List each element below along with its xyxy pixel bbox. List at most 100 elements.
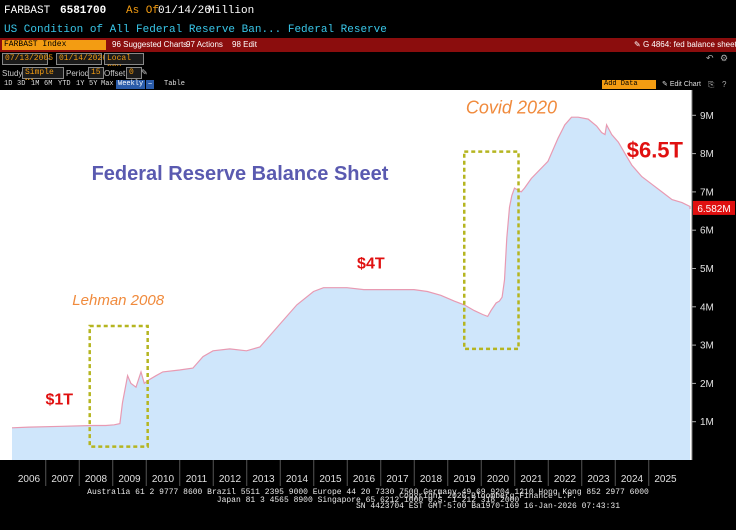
security-description: US Condition of All Federal Reserve Ban.…: [4, 24, 387, 36]
range-dash: -: [48, 54, 51, 63]
as-of-label: As Of: [126, 5, 160, 17]
range-toolbar: 1D 3D 1M 6M YTD 1Y 5Y Max Weekly ~ Table…: [0, 80, 736, 90]
range-1d[interactable]: 1D: [4, 80, 13, 88]
edit-chart-icon: ✎: [662, 81, 670, 88]
chart-title: Federal Reserve Balance Sheet: [92, 163, 389, 185]
x-tick-label: 2020: [487, 474, 510, 485]
pen-icon[interactable]: ✎: [141, 68, 148, 77]
add-data-button[interactable]: Add Data: [602, 80, 656, 89]
chart-label: G 4864: fed balance sheet: [642, 40, 736, 49]
y-tick-label: 6M: [700, 226, 714, 237]
range-1y[interactable]: 1Y: [76, 80, 85, 88]
highlight-box: [88, 324, 149, 448]
chart-type-icon[interactable]: ~: [146, 80, 154, 89]
offset-label: Offset: [104, 69, 126, 78]
gear-icon[interactable]: ⚙: [720, 53, 729, 63]
ticker-symbol[interactable]: FARBAST: [4, 5, 51, 17]
x-tick-label: 2007: [51, 474, 74, 485]
y-axis-panel: [692, 90, 736, 460]
y-tick-label: 9M: [700, 111, 714, 122]
x-tick-label: 2014: [286, 474, 309, 485]
offset-input[interactable]: 0: [126, 67, 142, 79]
chart-icon: 96: [112, 40, 124, 49]
table-button[interactable]: Table: [164, 80, 186, 88]
index-field-box[interactable]: [2, 40, 106, 50]
share-icon[interactable]: ⎘: [708, 80, 715, 89]
x-tick-label: 2008: [85, 474, 108, 485]
chart-annotation: Lehman 2008: [72, 292, 164, 309]
index-field[interactable]: FARBAST Index: [4, 40, 67, 49]
x-tick-label: 2011: [186, 474, 208, 485]
edit-icon: 98: [232, 40, 244, 49]
ticker-bar: FARBAST 6581700 As Of 01/14/26 Million: [0, 0, 736, 22]
range-5y[interactable]: 5Y: [89, 80, 98, 88]
x-tick-label: 2022: [554, 474, 577, 485]
range-max[interactable]: Max: [101, 80, 114, 88]
y-tick-label: 5M: [700, 264, 714, 275]
chart-annotation: $6.5T: [627, 137, 684, 162]
x-tick-label: 2009: [118, 474, 141, 485]
x-axis-panel: [0, 460, 736, 486]
study-bar: Study Simple MA Period 15 Offset 0 ✎: [0, 66, 736, 87]
help-icon[interactable]: ?: [722, 80, 727, 89]
range-1m[interactable]: 1M: [31, 80, 40, 88]
x-tick-label: 2017: [386, 474, 409, 485]
x-tick-label: 2018: [420, 474, 443, 485]
as-of-date[interactable]: 01/14/26: [158, 5, 211, 17]
end-date-input[interactable]: 01/14/2026: [56, 53, 107, 65]
actions-label: Actions: [196, 40, 223, 49]
series-line: [11, 116, 691, 429]
period-input[interactable]: 15: [88, 67, 104, 79]
range-3d[interactable]: 3D: [17, 80, 26, 88]
y-tick-label: 3M: [700, 341, 714, 352]
chart-title-link[interactable]: ✎ G 4864: fed balance sheet: [634, 40, 736, 50]
description-bar: US Condition of All Federal Reserve Ban.…: [0, 22, 736, 38]
y-tick-label: 4M: [700, 302, 714, 313]
currency-select[interactable]: Local CCY: [104, 53, 144, 73]
x-tick-label: 2021: [520, 474, 543, 485]
x-tick-label: 2019: [453, 474, 476, 485]
frequency-select[interactable]: Weekly: [116, 80, 146, 89]
x-tick-label: 2023: [587, 474, 610, 485]
footer-session: SN 4423704 EST GMT-5:00 Ba1970-169 16-Ja…: [355, 502, 621, 511]
footer-phone-line-2: Japan 81 3 4565 8900 Singapore 65 6212 1…: [216, 496, 520, 505]
last-value-label: 6.582M: [697, 204, 730, 215]
ticker-value: 6581700: [60, 5, 107, 17]
last-value-badge: [693, 200, 735, 215]
actions-icon: 97: [186, 40, 197, 49]
date-range-bar: 07/13/2005 - 01/14/2026 Local CCY ↶ ⚙: [0, 52, 736, 73]
balance-sheet-chart[interactable]: 1M 2M 3M 4M 5M 6M 7M 8M 9M 2006 2007 2008 2009 2010 2…: [0, 90, 736, 486]
x-tick-label: 2010: [152, 474, 175, 485]
x-tick-label: 2015: [319, 474, 342, 485]
chart-annotation: $1T: [46, 391, 74, 408]
range-ytd[interactable]: YTD: [58, 80, 71, 88]
y-tick-label: 1M: [700, 417, 714, 428]
start-date-input[interactable]: 07/13/2005: [2, 53, 53, 65]
period-label: Period: [66, 69, 90, 78]
x-tick-label: 2024: [621, 474, 644, 485]
unit-label: Million: [208, 5, 255, 17]
y-tick-label: 8M: [700, 149, 714, 160]
undo-icon[interactable]: ↶: [706, 53, 714, 63]
x-tick-label: 2016: [353, 474, 376, 485]
suggested-charts-menu[interactable]: 96 Suggested Charts: [112, 40, 187, 50]
footer: Australia 61 2 9777 8600 Brazil 5511 239…: [0, 486, 736, 530]
edit-menu[interactable]: 98 Edit: [232, 40, 257, 50]
x-tick-label: 2006: [18, 474, 41, 485]
suggested-charts-label: Suggested Charts: [123, 40, 188, 49]
actions-menu[interactable]: 97 Actions: [186, 40, 223, 50]
command-bar: FARBAST Index 96 Suggested Charts 97 Act…: [0, 38, 736, 52]
chart-annotation: $4T: [357, 256, 385, 273]
x-tick-label: 2012: [219, 474, 242, 485]
edit-chart-button[interactable]: ✎ Edit Chart: [662, 80, 701, 88]
edit-label: Edit: [243, 40, 257, 49]
study-select[interactable]: Simple MA: [22, 67, 64, 87]
edit-pencil-icon: ✎: [634, 40, 643, 49]
range-6m[interactable]: 6M: [44, 80, 53, 88]
x-tick-label: 2025: [654, 474, 677, 485]
edit-chart-label: Edit Chart: [669, 81, 701, 88]
x-tick-label: 2013: [252, 474, 275, 485]
footer-phone-line-1: Australia 61 2 9777 8600 Brazil 5511 239…: [87, 488, 649, 497]
y-tick-label: 2M: [700, 379, 714, 390]
footer-copyright: Copyright 2026 Bloomberg Finance L.P.: [399, 492, 577, 501]
